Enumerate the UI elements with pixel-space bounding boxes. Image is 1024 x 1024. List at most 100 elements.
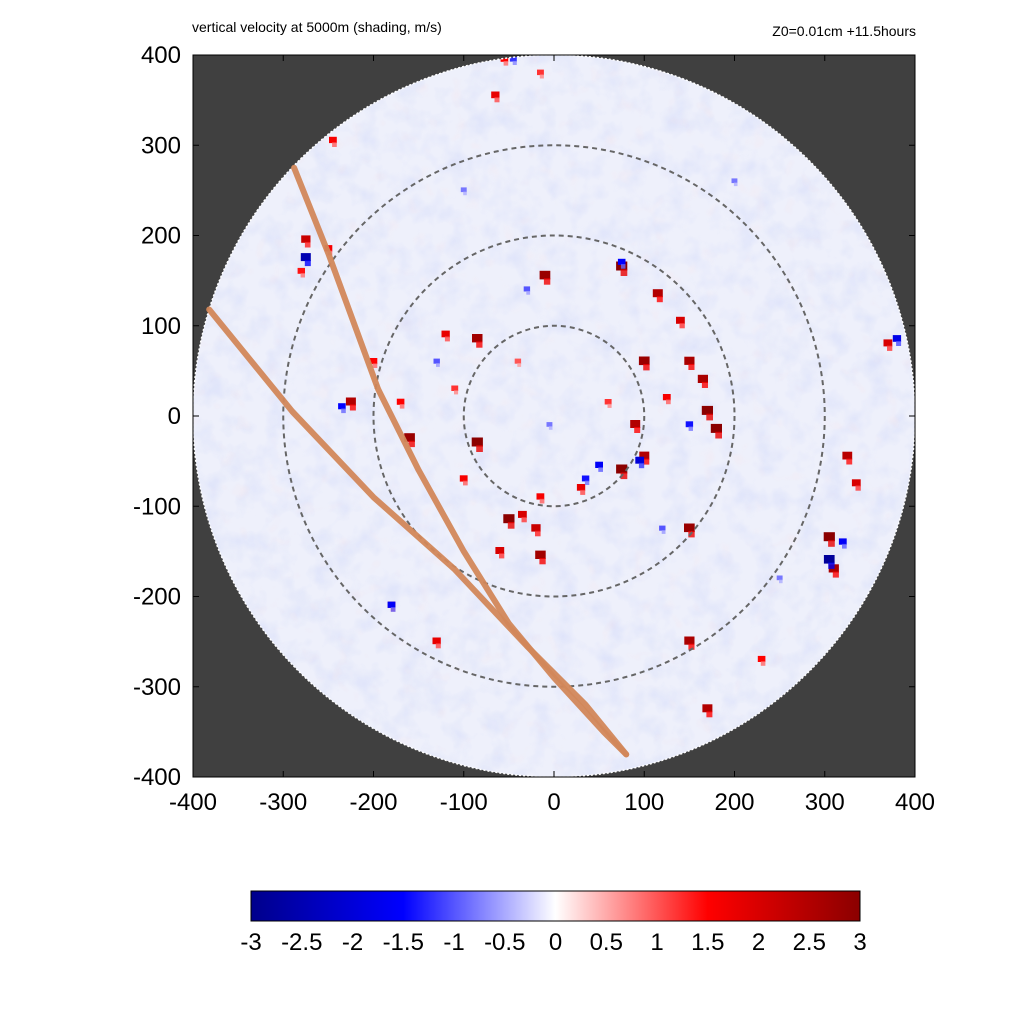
cell-fringe <box>706 711 713 718</box>
storm-track-2 <box>206 306 630 758</box>
downdraft-cell <box>892 335 902 342</box>
colorbar-tick-label: 3 <box>853 929 866 956</box>
cell-fringe <box>779 579 783 584</box>
cell-fringe <box>548 426 553 430</box>
cell-fringe <box>503 61 509 66</box>
y-tick-label: -100 <box>133 493 181 520</box>
cell-fringe <box>846 458 853 465</box>
downdraft-cell <box>731 178 738 184</box>
updraft-cell <box>531 524 541 532</box>
cell-fringe <box>499 553 505 559</box>
colorbar-tick-label: 1 <box>650 929 663 956</box>
cell-fringe <box>688 643 695 650</box>
updraft-cell <box>432 637 441 645</box>
cell-fringe <box>463 191 467 196</box>
cell-fringe <box>444 336 450 342</box>
cell-fringe <box>896 341 902 346</box>
updraft-cell <box>472 334 483 343</box>
y-tick-label: -300 <box>133 674 181 701</box>
plot-title: vertical velocity at 5000m (shading, m/s… <box>192 19 442 35</box>
cell-fringe <box>733 182 738 187</box>
cell-fringe <box>300 273 305 278</box>
cell-fringe <box>666 399 671 405</box>
updraft-cell <box>638 356 650 366</box>
downdraft-cell <box>838 538 847 545</box>
cell-fringe <box>688 363 695 370</box>
colorbar-tick-label: 2 <box>752 929 765 956</box>
reference-rings <box>282 144 826 688</box>
cell-fringe <box>688 426 693 431</box>
cell-fringe <box>580 489 586 495</box>
cell-fringe <box>842 543 847 549</box>
cell-fringe <box>679 323 685 329</box>
updraft-cell <box>329 136 337 144</box>
updraft-cell <box>757 655 766 662</box>
updraft-cell <box>576 484 586 491</box>
axis-ticks: -400 -300 -200 -100 0 100 200 300 400 400 300 200 10… <box>133 42 935 816</box>
updraft-cell <box>630 420 641 428</box>
colorbar-tick-label: 2.5 <box>793 929 826 956</box>
updraft-cell <box>616 464 628 474</box>
colorbar-ramp <box>250 890 861 922</box>
cell-fringe <box>539 74 544 79</box>
cell-fringe <box>535 530 541 537</box>
cell-fringe <box>399 404 405 409</box>
downdraft-cell <box>387 601 396 608</box>
cell-fringe <box>832 571 839 578</box>
colorbar-tick-label: -2 <box>342 929 363 956</box>
cell-fringe <box>598 467 603 472</box>
cell-fringe <box>526 290 531 295</box>
velocity-cells <box>297 55 902 718</box>
downdraft-cell <box>460 187 467 193</box>
updraft-cell <box>684 636 695 645</box>
cell-fringe <box>584 480 590 485</box>
cell-fringe <box>828 540 835 547</box>
updraft-cell <box>345 397 356 406</box>
cell-fringe <box>507 522 515 529</box>
cell-fringe <box>332 142 337 147</box>
storm-track-1 <box>291 164 630 758</box>
updraft-cell <box>639 451 650 460</box>
x-tick-label: 400 <box>895 789 935 816</box>
downdraft-cell <box>433 358 440 364</box>
y-tick-label: -200 <box>133 584 181 611</box>
updraft-cell <box>441 330 450 338</box>
cell-fringe <box>634 427 641 433</box>
cell-fringe <box>620 269 628 276</box>
y-tick-label: -400 <box>133 764 181 791</box>
field-texture-red <box>193 55 915 777</box>
updraft-cell <box>404 433 415 442</box>
downdraft-cell <box>617 258 626 265</box>
cell-fringe <box>436 363 440 367</box>
cell-fringe <box>607 403 612 408</box>
downdraft-cell <box>823 555 835 564</box>
downdraft-cell <box>300 253 311 262</box>
updraft-cell <box>518 510 527 518</box>
colorbar-tick-label: -0.5 <box>484 929 525 956</box>
updraft-cell <box>684 523 695 533</box>
y-tick-label: 0 <box>168 403 181 430</box>
cell-fringe <box>304 241 311 248</box>
cell-fringe <box>855 485 861 491</box>
cell-fringe <box>539 498 545 504</box>
x-tick-label: 0 <box>547 789 560 816</box>
cell-fringe <box>349 404 356 411</box>
updraft-cell <box>842 451 853 460</box>
colorbar-tick-label: 1.5 <box>691 929 724 956</box>
cell-fringe <box>701 381 708 388</box>
reference-ring-100 <box>462 324 646 508</box>
updraft-cell <box>851 479 861 487</box>
cell-fringe <box>463 480 468 486</box>
cell-fringe <box>304 260 311 267</box>
cell-fringe <box>638 462 645 469</box>
updraft-cell <box>451 385 459 391</box>
cell-fringe <box>661 530 666 534</box>
downdraft-cell <box>635 456 645 464</box>
updraft-cell <box>301 235 311 243</box>
downdraft-cell <box>523 286 531 292</box>
colorbar-tick-label: -1.5 <box>383 929 424 956</box>
updraft-cell <box>536 493 545 500</box>
reference-ring-300 <box>282 144 826 688</box>
updraft-cell <box>297 267 305 274</box>
